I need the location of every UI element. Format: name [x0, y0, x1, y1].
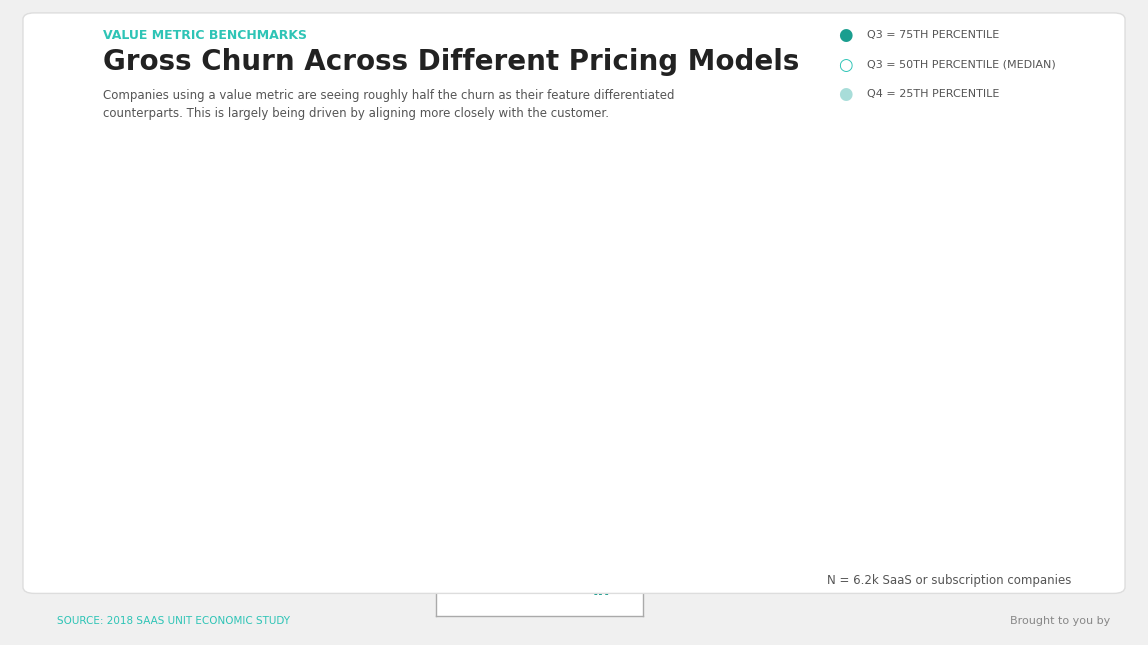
X-axis label: PRICING MODEL: PRICING MODEL [460, 558, 573, 571]
Text: Gross Churn Across Different Pricing Models: Gross Churn Across Different Pricing Mod… [103, 48, 800, 76]
Text: 5.32%: 5.32% [432, 375, 475, 389]
Point [404, 259, 422, 269]
Point [817, 344, 836, 354]
Y-axis label: AVERAGE MONTHLY GROSS CHURN: AVERAGE MONTHLY GROSS CHURN [47, 227, 56, 444]
Text: N: N [864, 212, 871, 221]
Point [404, 416, 422, 426]
Text: Companies using a value metric are seeing roughly half the churn as their featur: Companies using a value metric are seein… [103, 89, 675, 120]
Text: Q3 = 50TH PERCENTILE (MEDIAN): Q3 = 50TH PERCENTILE (MEDIAN) [867, 59, 1055, 70]
Text: N = 6.2k SaaS or subscription companies: N = 6.2k SaaS or subscription companies [827, 574, 1071, 587]
Point [817, 432, 836, 442]
Point [197, 391, 216, 401]
Text: in: in [592, 581, 611, 599]
Text: 3.21%: 3.21% [638, 433, 682, 447]
Text: VALUE METRIC BENCHMARKS: VALUE METRIC BENCHMARKS [103, 29, 308, 42]
Text: ●: ● [838, 84, 853, 103]
Text: ●: ● [838, 55, 853, 74]
Point [611, 435, 629, 445]
Text: SOURCE: 2018 SAAS UNIT ECONOMIC STUDY: SOURCE: 2018 SAAS UNIT ECONOMIC STUDY [57, 615, 290, 626]
Text: Q4 = 25TH PERCENTILE: Q4 = 25TH PERCENTILE [867, 88, 999, 99]
Text: CLICK TO SHARE: CLICK TO SHARE [465, 584, 581, 597]
Text: 6.87%: 6.87% [225, 332, 270, 346]
Text: Q3 = 75TH PERCENTILE: Q3 = 75TH PERCENTILE [867, 30, 999, 41]
Point [197, 164, 216, 175]
Text: Brought to you by: Brought to you by [1010, 615, 1110, 626]
Point [611, 466, 629, 476]
Point [817, 452, 836, 462]
Point [197, 334, 216, 344]
Text: ○: ○ [838, 55, 853, 74]
Text: ●: ● [838, 26, 853, 45]
Text: 3.34%: 3.34% [845, 430, 889, 444]
Text: 6.2k: 6.2k [840, 234, 895, 254]
Point [611, 347, 629, 357]
Point [404, 377, 422, 387]
